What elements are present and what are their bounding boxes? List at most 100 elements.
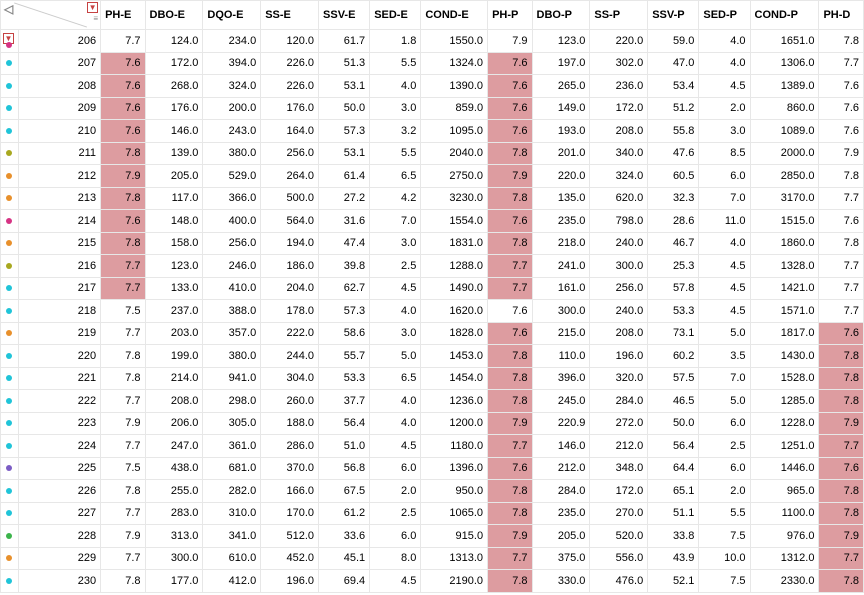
cell[interactable]: 45.1: [319, 547, 370, 570]
cell[interactable]: 5.0: [699, 322, 750, 345]
row-marker-cell[interactable]: [1, 187, 19, 210]
cell[interactable]: 4.0: [699, 232, 750, 255]
cell[interactable]: 220.0: [532, 165, 590, 188]
cell[interactable]: 176.0: [145, 97, 203, 120]
cell[interactable]: 7.6: [488, 97, 532, 120]
cell[interactable]: 965.0: [750, 480, 819, 503]
cell[interactable]: 681.0: [203, 457, 261, 480]
column-header[interactable]: COND-E: [421, 1, 488, 30]
column-header[interactable]: SSV-P: [648, 1, 699, 30]
cell[interactable]: 7.8: [819, 502, 864, 525]
cell[interactable]: 186.0: [261, 255, 319, 278]
row-marker-cell[interactable]: [1, 210, 19, 233]
cell[interactable]: 3170.0: [750, 187, 819, 210]
cell[interactable]: 7.8: [101, 570, 145, 593]
column-header[interactable]: SED-E: [370, 1, 421, 30]
cell[interactable]: 7.7: [101, 435, 145, 458]
cell[interactable]: 32.3: [648, 187, 699, 210]
column-header[interactable]: PH-E: [101, 1, 145, 30]
cell[interactable]: 2330.0: [750, 570, 819, 593]
cell[interactable]: 1285.0: [750, 390, 819, 413]
row-id[interactable]: 230: [18, 570, 100, 593]
cell[interactable]: 2.0: [370, 480, 421, 503]
table-row[interactable]: 2297.7300.0610.0452.045.18.01313.07.7375…: [1, 547, 864, 570]
column-header[interactable]: PH-P: [488, 1, 532, 30]
cell[interactable]: 1312.0: [750, 547, 819, 570]
cell[interactable]: 1228.0: [750, 412, 819, 435]
cell[interactable]: 7.7: [488, 255, 532, 278]
cell[interactable]: 7.8: [488, 232, 532, 255]
back-arrow-icon[interactable]: ◁: [4, 2, 13, 16]
cell[interactable]: 1817.0: [750, 322, 819, 345]
cell[interactable]: 284.0: [590, 390, 648, 413]
cell[interactable]: 976.0: [750, 525, 819, 548]
cell[interactable]: 2.0: [699, 480, 750, 503]
cell[interactable]: 304.0: [261, 367, 319, 390]
cell[interactable]: 7.6: [488, 52, 532, 75]
cell[interactable]: 65.1: [648, 480, 699, 503]
cell[interactable]: 69.4: [319, 570, 370, 593]
cell[interactable]: 50.0: [648, 412, 699, 435]
cell[interactable]: 47.4: [319, 232, 370, 255]
cell[interactable]: 7.9: [819, 142, 864, 165]
cell[interactable]: 6.0: [699, 412, 750, 435]
cell[interactable]: 7.7: [101, 30, 145, 53]
table-row[interactable]: 2157.8158.0256.0194.047.43.01831.07.8218…: [1, 232, 864, 255]
cell[interactable]: 941.0: [203, 367, 261, 390]
cell[interactable]: 172.0: [145, 52, 203, 75]
cell[interactable]: 3.5: [699, 345, 750, 368]
cell[interactable]: 203.0: [145, 322, 203, 345]
row-id[interactable]: 210: [18, 120, 100, 143]
cell[interactable]: 300.0: [590, 255, 648, 278]
cell[interactable]: 7.9: [488, 525, 532, 548]
cell[interactable]: 7.8: [488, 187, 532, 210]
table-row[interactable]: 2217.8214.0941.0304.053.36.51454.07.8396…: [1, 367, 864, 390]
cell[interactable]: 197.0: [532, 52, 590, 75]
cell[interactable]: 7.9: [101, 525, 145, 548]
cell[interactable]: 7.6: [488, 322, 532, 345]
cell[interactable]: 610.0: [203, 547, 261, 570]
cell[interactable]: 62.7: [319, 277, 370, 300]
cell[interactable]: 110.0: [532, 345, 590, 368]
cell[interactable]: 58.6: [319, 322, 370, 345]
cell[interactable]: 1089.0: [750, 120, 819, 143]
cell[interactable]: 7.6: [819, 210, 864, 233]
cell[interactable]: 235.0: [532, 210, 590, 233]
table-row[interactable]: 2237.9206.0305.0188.056.44.01200.07.9220…: [1, 412, 864, 435]
cell[interactable]: 341.0: [203, 525, 261, 548]
cell[interactable]: 57.5: [648, 367, 699, 390]
cell[interactable]: 226.0: [261, 75, 319, 98]
row-marker-cell[interactable]: [1, 502, 19, 525]
cell[interactable]: 7.8: [488, 367, 532, 390]
row-marker-cell[interactable]: [1, 97, 19, 120]
cell[interactable]: 255.0: [145, 480, 203, 503]
table-row[interactable]: 2257.5438.0681.0370.056.86.01396.07.6212…: [1, 457, 864, 480]
cell[interactable]: 380.0: [203, 345, 261, 368]
row-id[interactable]: 222: [18, 390, 100, 413]
cell[interactable]: 51.1: [648, 502, 699, 525]
cell[interactable]: 512.0: [261, 525, 319, 548]
cell[interactable]: 860.0: [750, 97, 819, 120]
cell[interactable]: 1571.0: [750, 300, 819, 323]
cell[interactable]: 300.0: [145, 547, 203, 570]
row-id[interactable]: 211: [18, 142, 100, 165]
cell[interactable]: 222.0: [261, 322, 319, 345]
cell[interactable]: 246.0: [203, 255, 261, 278]
cell[interactable]: 452.0: [261, 547, 319, 570]
row-marker-cell[interactable]: [1, 412, 19, 435]
cell[interactable]: 234.0: [203, 30, 261, 53]
cell[interactable]: 556.0: [590, 547, 648, 570]
cell[interactable]: 370.0: [261, 457, 319, 480]
table-row[interactable]: 2087.6268.0324.0226.053.14.01390.07.6265…: [1, 75, 864, 98]
cell[interactable]: 1236.0: [421, 390, 488, 413]
cell[interactable]: 123.0: [145, 255, 203, 278]
cell[interactable]: 166.0: [261, 480, 319, 503]
cell[interactable]: 53.1: [319, 75, 370, 98]
cell[interactable]: 226.0: [261, 52, 319, 75]
cell[interactable]: 1528.0: [750, 367, 819, 390]
cell[interactable]: 260.0: [261, 390, 319, 413]
table-row[interactable]: 2227.7208.0298.0260.037.74.01236.07.8245…: [1, 390, 864, 413]
cell[interactable]: 7.6: [819, 322, 864, 345]
cell[interactable]: 172.0: [590, 480, 648, 503]
cell[interactable]: 7.7: [819, 255, 864, 278]
